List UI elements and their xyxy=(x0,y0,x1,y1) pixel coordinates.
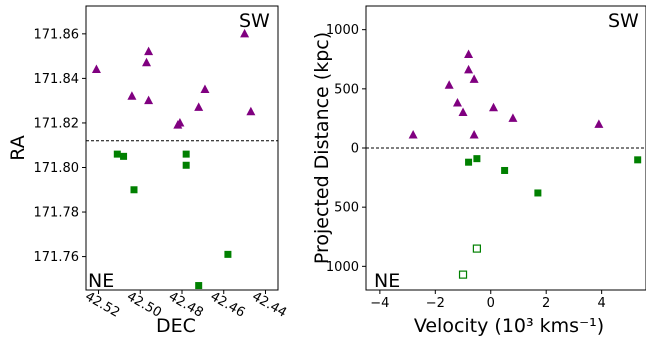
left-sw-label: SW xyxy=(239,10,270,32)
right-panel: Projected Distance (kpc) Velocity (10³ k… xyxy=(311,5,646,337)
right-x-tick-label: 2 xyxy=(542,296,550,311)
right-x-tick-label: 4 xyxy=(598,296,606,311)
right-triangle-point xyxy=(469,129,479,139)
right-y-tick-label: 1000 xyxy=(326,23,359,38)
left-triangle-point xyxy=(91,64,101,73)
left-triangle-point xyxy=(142,57,152,67)
right-square-point xyxy=(501,166,509,174)
left-square-point xyxy=(182,150,190,158)
right-y-tick-label: 500 xyxy=(334,82,359,97)
right-square-point xyxy=(534,189,542,197)
left-y-axis-label: RA xyxy=(7,135,29,160)
left-x-axis-label: DEC xyxy=(156,315,196,337)
right-y-axis-label: Projected Distance (kpc) xyxy=(311,32,333,264)
right-triangle-point xyxy=(458,107,468,116)
right-triangle-point xyxy=(408,129,418,139)
left-triangle-point xyxy=(200,84,210,94)
right-triangle-point xyxy=(489,102,499,112)
left-square-point xyxy=(182,161,190,169)
left-x-tick-label: 42.44 xyxy=(249,289,289,321)
left-x-tick-label: 42.52 xyxy=(82,289,122,321)
right-y-tick-label: 1000 xyxy=(326,260,359,275)
right-x-axis-label: Velocity (10³ kms⁻¹) xyxy=(414,315,604,337)
right-x-tick-label: −2 xyxy=(426,296,445,311)
left-y-tick-label: 171.86 xyxy=(34,27,80,42)
left-y-tick-label: 171.76 xyxy=(34,250,80,265)
right-sw-label: SW xyxy=(608,10,639,32)
right-open-square-point xyxy=(472,244,481,253)
right-square-point xyxy=(473,155,481,163)
right-square-point xyxy=(634,156,642,164)
right-triangle-point xyxy=(464,49,474,59)
right-ne-label: NE xyxy=(374,270,400,292)
right-open-square-point xyxy=(458,270,468,279)
left-x-tick-label: 42.46 xyxy=(208,289,248,321)
left-y-tick-label: 171.82 xyxy=(34,116,80,131)
left-plot-frame xyxy=(85,5,279,291)
right-y-tick-label: 0 xyxy=(351,142,359,157)
left-y-tick-label: 171.78 xyxy=(34,206,80,221)
left-panel: RA DEC SW NE 42.52 42.50 42.48 42.46 42.4417… xyxy=(7,5,289,337)
left-square-point xyxy=(224,250,232,258)
right-triangle-point xyxy=(452,98,462,107)
left-triangle-point xyxy=(144,95,154,105)
right-square-point xyxy=(465,158,473,166)
left-square-point xyxy=(195,282,203,290)
right-triangle-point xyxy=(444,80,454,89)
left-square-point xyxy=(130,186,138,194)
left-triangle-point xyxy=(127,91,137,100)
left-triangle-point xyxy=(240,28,250,38)
left-ne-label: NE xyxy=(88,270,114,292)
right-triangle-point xyxy=(508,113,518,122)
left-x-tick-label: 42.50 xyxy=(124,289,164,321)
right-triangle-point xyxy=(464,64,474,74)
right-triangle-point xyxy=(469,74,479,83)
left-triangle-point xyxy=(144,46,154,56)
right-y-tick-label: 500 xyxy=(334,201,359,216)
left-triangle-point xyxy=(194,102,204,111)
left-triangle-point xyxy=(246,106,256,116)
left-y-tick-label: 171.84 xyxy=(34,72,80,87)
left-square-point xyxy=(113,150,121,158)
right-triangle-point xyxy=(594,119,604,128)
left-y-tick-label: 171.80 xyxy=(34,161,80,176)
left-square-point xyxy=(120,152,128,160)
right-x-tick-label: 0 xyxy=(487,296,495,311)
left-triangle-point xyxy=(175,117,185,127)
right-x-tick-label: −4 xyxy=(370,296,389,311)
